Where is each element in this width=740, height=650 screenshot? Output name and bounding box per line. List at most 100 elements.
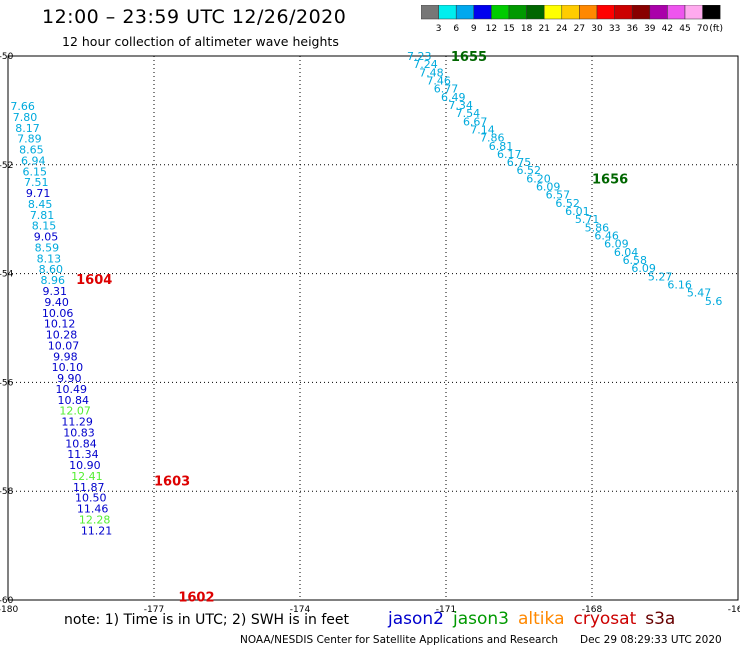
wave-height-value: 5.27 xyxy=(648,270,673,283)
wave-height-value: 10.84 xyxy=(57,394,89,407)
wave-height-value: 7.66 xyxy=(10,100,35,113)
y-tick-label: -54 xyxy=(0,270,14,280)
x-tick-label: -168 xyxy=(582,605,603,612)
wave-height-value: 8.96 xyxy=(41,274,66,287)
wave-height-value: 7.54 xyxy=(456,107,481,120)
wave-height-value: 6.75 xyxy=(507,156,532,169)
colorbar-tick-label: 42 xyxy=(662,24,673,34)
wave-height-value: 10.83 xyxy=(63,426,95,439)
colorbar-tick-label: 3 xyxy=(436,24,442,34)
x-tick-label: -171 xyxy=(436,605,456,612)
wave-height-value: 11.46 xyxy=(77,503,109,516)
colorbar-tick-label: 9 xyxy=(471,24,477,34)
wave-height-value: 10.12 xyxy=(44,318,76,331)
wave-height-value: 11.87 xyxy=(73,481,105,494)
wave-height-value: 6.77 xyxy=(434,83,459,96)
legend-entry-altika: altika xyxy=(518,609,565,629)
y-tick-label: -52 xyxy=(0,161,13,171)
wave-height-value: 8.15 xyxy=(32,220,57,233)
colorbar-tick-label: 18 xyxy=(521,24,533,34)
wave-height-value: 6.16 xyxy=(667,278,692,291)
wave-height-value: 12.07 xyxy=(59,405,91,418)
colorbar-tick-label: 6 xyxy=(453,24,459,34)
wave-height-value: 8.13 xyxy=(37,252,62,265)
wave-height-value: 6.57 xyxy=(546,189,571,202)
wave-height-value: 10.07 xyxy=(48,339,80,352)
page-title: 12:00 – 23:59 UTC 12/26/2020 xyxy=(42,6,347,28)
wave-height-value: 8.60 xyxy=(39,263,64,276)
wave-height-value: 6.52 xyxy=(555,197,580,210)
wave-height-value: 5.6 xyxy=(705,295,723,308)
wave-height-value: 7.23 xyxy=(407,50,432,63)
x-tick-label: -174 xyxy=(290,605,311,612)
wave-height-value: 6.17 xyxy=(497,148,522,161)
wave-height-value: 7.86 xyxy=(480,132,505,145)
wave-height-value: 9.98 xyxy=(53,350,78,363)
altimeter-map-plot: -180 -177 -174 -171 -168 -165 -50 -52 -54 -56 -58 -… xyxy=(0,50,740,612)
map-frame xyxy=(7,55,739,601)
time-label: 1655 xyxy=(451,50,487,65)
colorbar-tick-label: 33 xyxy=(609,24,620,34)
legend-entry-jason2: jason2 xyxy=(388,609,444,629)
wave-height-value: 6.67 xyxy=(463,115,488,128)
colorbar-tick-label: 15 xyxy=(503,24,514,34)
wave-height-value: 6.52 xyxy=(516,164,541,177)
x-tick-label: -180 xyxy=(0,605,18,612)
wave-height-value: 10.28 xyxy=(46,329,78,342)
colorbar-tick-label: 12 xyxy=(486,24,497,34)
footer-date: Dec 29 08:29:33 UTC 2020 xyxy=(580,634,722,646)
wave-height-value: 7.14 xyxy=(470,123,495,136)
wave-height-value: 10.06 xyxy=(42,307,74,320)
colorbar-tick-label: 36 xyxy=(626,24,638,34)
wave-height-colorbar: 3 6 9 12 15 18 21 24 27 30 33 36 39 42 45 70 (ft) xyxy=(421,5,723,34)
wave-height-value: 7.48 xyxy=(419,66,444,79)
time-label: 1602 xyxy=(178,591,214,606)
time-label: 1604 xyxy=(76,273,112,288)
wave-height-value: 6.04 xyxy=(614,246,639,259)
time-label: 1603 xyxy=(154,474,190,489)
wave-height-value: 6.49 xyxy=(441,91,466,104)
wave-height-value: 9.40 xyxy=(44,296,69,309)
legend-entry-jason3: jason3 xyxy=(453,609,509,629)
page-subtitle: 12 hour collection of altimeter wave hei… xyxy=(62,34,339,49)
wave-height-value: 10.90 xyxy=(69,459,101,472)
wave-height-value: 9.90 xyxy=(57,372,82,385)
wave-height-value: 6.20 xyxy=(526,172,551,185)
wave-height-value: 7.80 xyxy=(13,111,38,124)
wave-height-value: 12.41 xyxy=(71,470,103,483)
wave-height-value: 11.21 xyxy=(81,524,113,537)
colorbar-unit: (ft) xyxy=(709,24,723,34)
x-tick-label: -165 xyxy=(728,605,740,612)
colorbar-tick-label: 30 xyxy=(591,24,603,34)
wave-height-value: 11.29 xyxy=(61,416,93,429)
wave-height-value: 10.49 xyxy=(56,383,88,396)
wave-height-value: 7.34 xyxy=(448,99,473,112)
wave-height-value: 6.15 xyxy=(23,165,48,178)
wave-height-value: 7.51 xyxy=(24,176,49,189)
x-tick-label: -177 xyxy=(144,605,164,612)
footer-note: note: 1) Time is in UTC; 2) SWH is in fe… xyxy=(64,612,350,628)
wave-height-value: 7.46 xyxy=(426,74,451,87)
wave-height-value: 8.45 xyxy=(28,198,53,211)
colorbar-tick-label: 21 xyxy=(538,24,549,34)
wave-height-value: 6.81 xyxy=(489,140,514,153)
wave-height-value: 6.01 xyxy=(565,205,590,218)
wave-height-value: 10.50 xyxy=(75,492,107,505)
wave-height-value: 6.09 xyxy=(604,238,629,251)
wave-height-value: 8.59 xyxy=(35,241,60,254)
colorbar-tick-label: 24 xyxy=(556,24,568,34)
wave-height-value: 7.89 xyxy=(17,133,42,146)
wave-height-value: 5.86 xyxy=(585,221,610,234)
colorbar-swatch xyxy=(702,5,721,20)
wave-height-value: 9.05 xyxy=(34,231,59,244)
legend-entry-cryosat: cryosat xyxy=(573,609,637,629)
wave-height-value: 5.47 xyxy=(687,287,712,300)
colorbar-tick-label: 27 xyxy=(574,24,585,34)
wave-height-value: 6.46 xyxy=(594,230,619,243)
wave-height-value: 6.09 xyxy=(536,181,561,194)
wave-height-value: 5.71 xyxy=(575,213,600,226)
colorbar-tick-label: 39 xyxy=(644,24,656,34)
wave-height-value: 6.94 xyxy=(21,154,46,167)
wave-height-value: 7.24 xyxy=(413,58,438,71)
wave-height-value: 9.31 xyxy=(42,285,67,298)
